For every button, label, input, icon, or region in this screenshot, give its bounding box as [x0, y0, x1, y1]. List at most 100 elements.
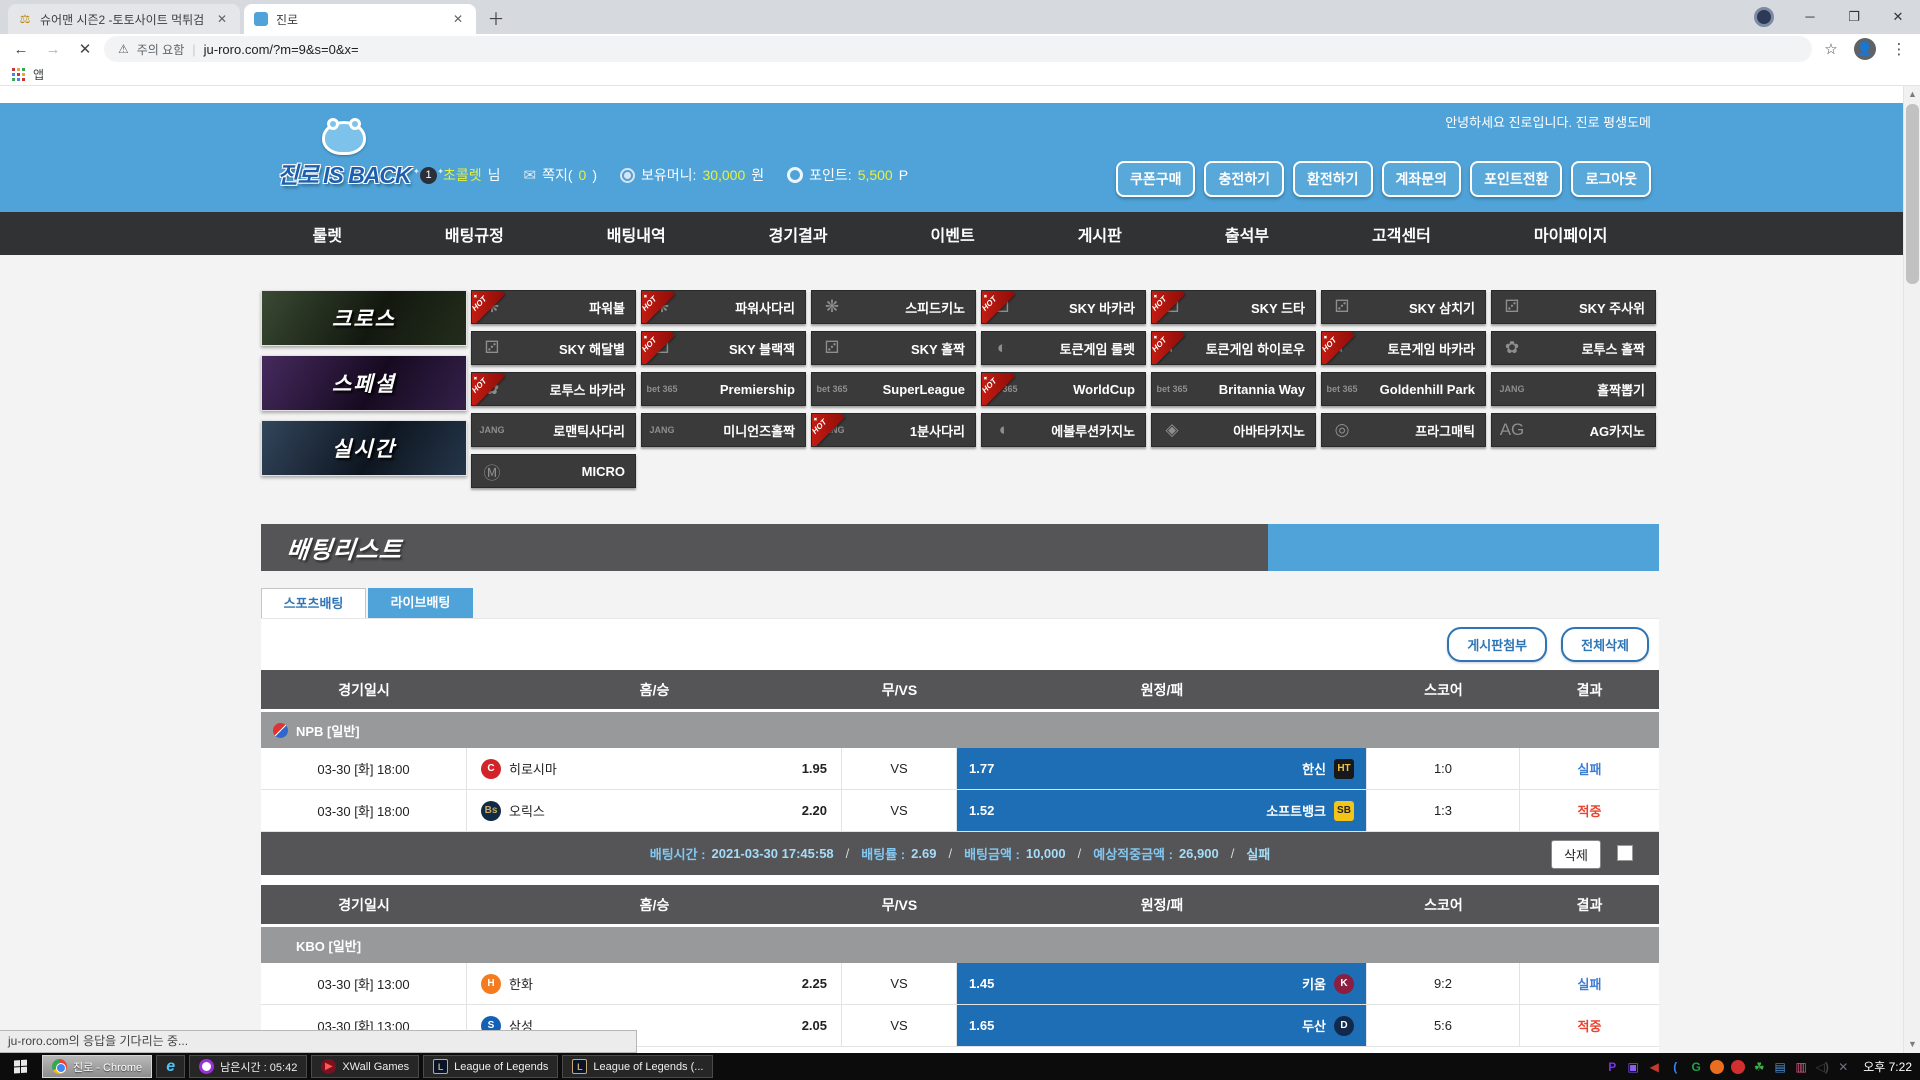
nav-item-게시판[interactable]: 게시판: [1077, 227, 1122, 245]
window-minimize-button[interactable]: ─: [1805, 9, 1815, 24]
site-logo[interactable]: 진로 IS BACK: [269, 118, 419, 190]
draw-vs-cell[interactable]: VS: [842, 963, 957, 1004]
taskbar-window-진로 - Chrome[interactable]: 진로 - Chrome: [42, 1055, 153, 1078]
tray-icon-4[interactable]: (: [1673, 1059, 1678, 1074]
scrollbar-thumb[interactable]: [1906, 104, 1919, 284]
nav-item-경기결과[interactable]: 경기결과: [768, 227, 828, 245]
tray-icon-10[interactable]: ▥: [1795, 1059, 1807, 1074]
game-button-SuperLeague[interactable]: bet 365 SuperLeague: [811, 372, 976, 406]
menu-dots-icon[interactable]: ⋮: [1891, 41, 1907, 58]
window-close-button[interactable]: ✕: [1892, 9, 1904, 24]
action-button-전체삭제[interactable]: 전체삭제: [1561, 627, 1649, 662]
tab-close-icon[interactable]: ✕: [452, 12, 464, 26]
game-button-SKY 홀짝[interactable]: ⚂ SKY 홀짝: [811, 331, 976, 365]
scroll-down-icon[interactable]: ▼: [1908, 1039, 1917, 1049]
apps-grid-icon[interactable]: [12, 68, 25, 81]
start-button[interactable]: [0, 1053, 42, 1080]
header-button-로그아웃[interactable]: 로그아웃: [1571, 161, 1651, 197]
home-pick-cell[interactable]: C 히로시마 1.95: [467, 748, 842, 789]
away-pick-cell[interactable]: 1.77 한신 HT: [957, 748, 1367, 789]
tray-icon-2[interactable]: ▣: [1627, 1059, 1639, 1074]
game-button-SKY 바카라[interactable]: HOT✦⚂SKY 바카라: [981, 290, 1146, 324]
nav-item-배팅내역[interactable]: 배팅내역: [606, 227, 666, 245]
game-button-로투스 홀짝[interactable]: ✿ 로투스 홀짝: [1491, 331, 1656, 365]
page-scrollbar[interactable]: ▲ ▼: [1903, 86, 1920, 1053]
draw-vs-cell[interactable]: VS: [842, 748, 957, 789]
game-button-로투스 바카라[interactable]: HOT✦✿로투스 바카라: [471, 372, 636, 406]
taskbar-window-League of Legends (...[interactable]: L League of Legends (...: [562, 1055, 714, 1078]
game-button-Britannia Way[interactable]: bet 365 Britannia Way: [1151, 372, 1316, 406]
game-button-토큰게임 하이로우[interactable]: HOT✦◐토큰게임 하이로우: [1151, 331, 1316, 365]
taskbar-window-XWall Games[interactable]: ▶ XWall Games: [311, 1055, 420, 1078]
tray-icon-7[interactable]: [1731, 1059, 1746, 1074]
tab-스포츠배팅[interactable]: 스포츠배팅: [261, 588, 366, 618]
banner-스페셜[interactable]: 스페셜: [261, 355, 467, 411]
browser-tab-sureman[interactable]: ⚖ 슈어맨 시즌2 -토토사이트 먹튀검 ✕: [8, 4, 240, 34]
game-button-토큰게임 바카라[interactable]: HOT✦◐토큰게임 바카라: [1321, 331, 1486, 365]
delete-bet-button[interactable]: 삭제: [1551, 840, 1601, 869]
forward-icon[interactable]: →: [45, 40, 61, 58]
header-button-쿠폰구매[interactable]: 쿠폰구매: [1115, 161, 1196, 197]
game-button-에볼루션카지노[interactable]: ◖ 에볼루션카지노: [981, 413, 1146, 447]
tray-icon-12[interactable]: ✕: [1838, 1059, 1849, 1074]
game-button-미니언즈홀짝[interactable]: JANG 미니언즈홀짝: [641, 413, 806, 447]
tray-icon-9[interactable]: ▤: [1774, 1059, 1786, 1074]
game-button-SKY 블랙잭[interactable]: HOT✦⚂SKY 블랙잭: [641, 331, 806, 365]
tab-close-icon[interactable]: ✕: [216, 12, 228, 26]
game-button-Goldenhill Park[interactable]: bet 365 Goldenhill Park: [1321, 372, 1486, 406]
game-button-프라그매틱[interactable]: ◎ 프라그매틱: [1321, 413, 1486, 447]
nav-item-룰렛[interactable]: 룰렛: [312, 227, 342, 245]
away-pick-cell[interactable]: 1.52 소프트뱅크 SB: [957, 790, 1367, 831]
tray-icon-11[interactable]: ◁): [1815, 1059, 1829, 1074]
tray-icon-1[interactable]: P: [1608, 1059, 1617, 1074]
bookmark-star-icon[interactable]: ☆: [1824, 41, 1838, 58]
header-button-포인트전환[interactable]: 포인트전환: [1470, 161, 1563, 197]
game-button-1분사다리[interactable]: HOT✦JANG1분사다리: [811, 413, 976, 447]
nav-item-이벤트[interactable]: 이벤트: [930, 227, 975, 245]
draw-vs-cell[interactable]: VS: [842, 790, 957, 831]
game-button-SKY 주사위[interactable]: ⚂ SKY 주사위: [1491, 290, 1656, 324]
game-button-파워사다리[interactable]: HOT✦❋파워사다리: [641, 290, 806, 324]
tray-icon-5[interactable]: G: [1691, 1059, 1701, 1074]
scroll-up-icon[interactable]: ▲: [1908, 89, 1917, 99]
away-pick-cell[interactable]: 1.45 키움 K: [957, 963, 1367, 1004]
banner-실시간[interactable]: 실시간: [261, 420, 467, 476]
url-input[interactable]: ⚠ 주의 요함 | ju-roro.com/?m=9&s=0&x=: [104, 36, 1812, 62]
home-pick-cell[interactable]: H 한화 2.25: [467, 963, 842, 1004]
header-button-충전하기[interactable]: 충전하기: [1204, 161, 1284, 197]
game-button-SKY 해달별[interactable]: ⚂ SKY 해달별: [471, 331, 636, 365]
action-button-게시판첨부[interactable]: 게시판첨부: [1447, 627, 1548, 662]
tray-icon-6[interactable]: [1710, 1059, 1725, 1074]
nav-item-배팅규정[interactable]: 배팅규정: [444, 227, 504, 245]
draw-vs-cell[interactable]: VS: [842, 1005, 957, 1046]
bet-select-checkbox[interactable]: [1617, 845, 1633, 861]
game-button-아바타카지노[interactable]: ◈ 아바타카지노: [1151, 413, 1316, 447]
browser-tab-jinro[interactable]: 진로 ✕: [244, 4, 476, 34]
message-label[interactable]: 쪽지(: [542, 167, 573, 183]
nav-item-출석부[interactable]: 출석부: [1224, 227, 1270, 245]
game-button-AG카지노[interactable]: AG AG카지노: [1491, 413, 1656, 447]
new-tab-button[interactable]: ＋: [487, 10, 505, 29]
tray-icon-3[interactable]: ◀: [1649, 1059, 1659, 1074]
taskbar-window-League of Legends[interactable]: L League of Legends: [423, 1055, 559, 1078]
tab-라이브배팅[interactable]: 라이브배팅: [368, 588, 473, 618]
window-maximize-button[interactable]: ❐: [1848, 9, 1860, 24]
home-pick-cell[interactable]: Bs 오릭스 2.20: [467, 790, 842, 831]
game-button-MICRO[interactable]: Ⓜ MICRO: [471, 454, 636, 488]
tray-icon-8[interactable]: ☘: [1753, 1059, 1765, 1074]
back-icon[interactable]: ←: [13, 40, 29, 58]
taskbar-window-남은시간 : 05:42[interactable]: 남은시간 : 05:42: [189, 1055, 308, 1078]
game-button-로맨틱사다리[interactable]: JANG 로맨틱사다리: [471, 413, 636, 447]
profile-avatar-icon[interactable]: 👤: [1854, 38, 1876, 60]
nav-item-마이페이지[interactable]: 마이페이지: [1533, 227, 1608, 245]
game-button-SKY 드타[interactable]: HOT✦⚂SKY 드타: [1151, 290, 1316, 324]
banner-크로스[interactable]: 크로스: [261, 290, 467, 346]
mail-icon[interactable]: ✉: [523, 167, 537, 184]
game-button-SKY 삼치기[interactable]: ⚂ SKY 삼치기: [1321, 290, 1486, 324]
nav-item-고객센터[interactable]: 고객센터: [1372, 227, 1431, 245]
game-button-Premiership[interactable]: bet 365 Premiership: [641, 372, 806, 406]
away-pick-cell[interactable]: 1.65 두산 D: [957, 1005, 1367, 1046]
game-button-홀짝뽑기[interactable]: JANG 홀짝뽑기: [1491, 372, 1656, 406]
stop-loading-icon[interactable]: ✕: [78, 41, 92, 58]
